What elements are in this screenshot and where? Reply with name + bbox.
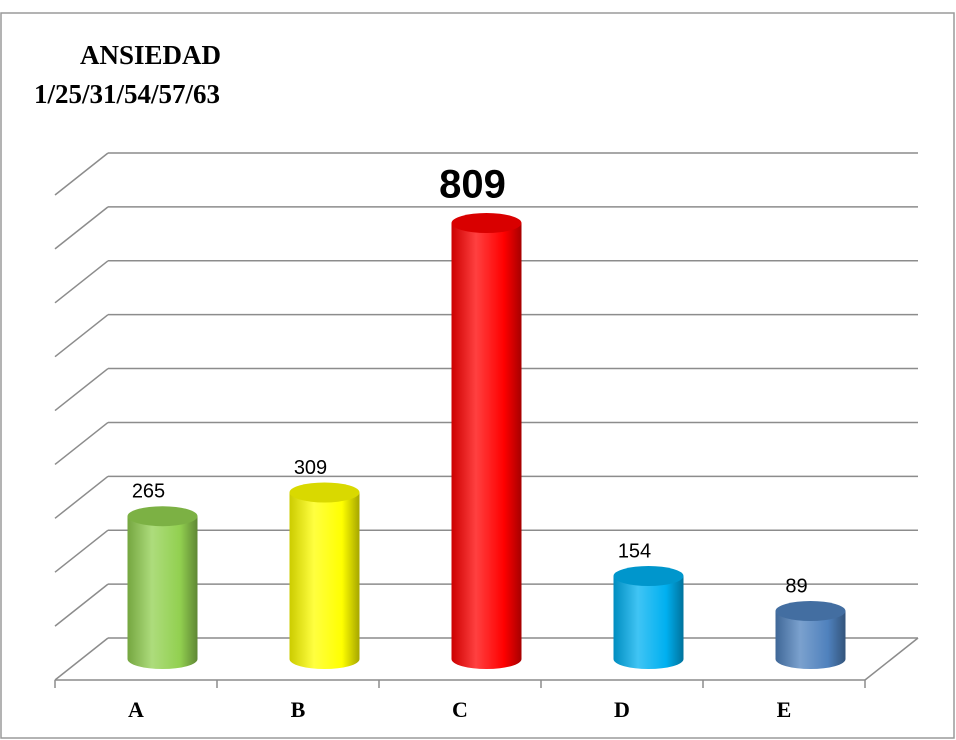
bar <box>127 506 198 669</box>
chart-subtitle: 1/25/31/54/57/63 <box>34 79 220 109</box>
data-label: 809 <box>439 163 506 207</box>
floor-right-edge <box>864 637 919 681</box>
bar-body <box>613 576 684 659</box>
bar-body <box>289 492 360 659</box>
data-label: 89 <box>785 575 807 597</box>
x-tick-label: E <box>777 697 792 722</box>
grid-line-side <box>54 529 109 573</box>
bar <box>613 566 684 669</box>
grid-line-side <box>54 260 109 304</box>
bar-top <box>775 601 846 622</box>
bar-body <box>451 223 522 660</box>
bar <box>289 482 360 669</box>
grid-line-side <box>54 206 109 250</box>
grid-line-side <box>54 637 109 681</box>
data-label: 265 <box>132 480 165 502</box>
bar-body <box>127 516 198 659</box>
x-tick-label: D <box>614 697 630 722</box>
x-tick-label: A <box>128 697 144 722</box>
x-tick-label: B <box>291 697 306 722</box>
chart-title: ANSIEDAD <box>80 40 221 70</box>
grid-line-side <box>54 314 109 358</box>
bar-top <box>451 213 522 234</box>
data-label: 309 <box>294 457 327 479</box>
x-tick-label: C <box>452 697 468 722</box>
data-label: 154 <box>618 540 651 562</box>
grid-line-side <box>54 583 109 627</box>
bar-top <box>613 566 684 587</box>
grid-line-side <box>54 152 109 196</box>
bar-top <box>289 482 360 503</box>
grid-line-side <box>54 421 109 466</box>
grid-line-side <box>54 367 109 412</box>
grid-line-side <box>54 475 109 519</box>
bar <box>775 601 846 669</box>
bar <box>451 213 522 669</box>
bar-top <box>127 506 198 527</box>
